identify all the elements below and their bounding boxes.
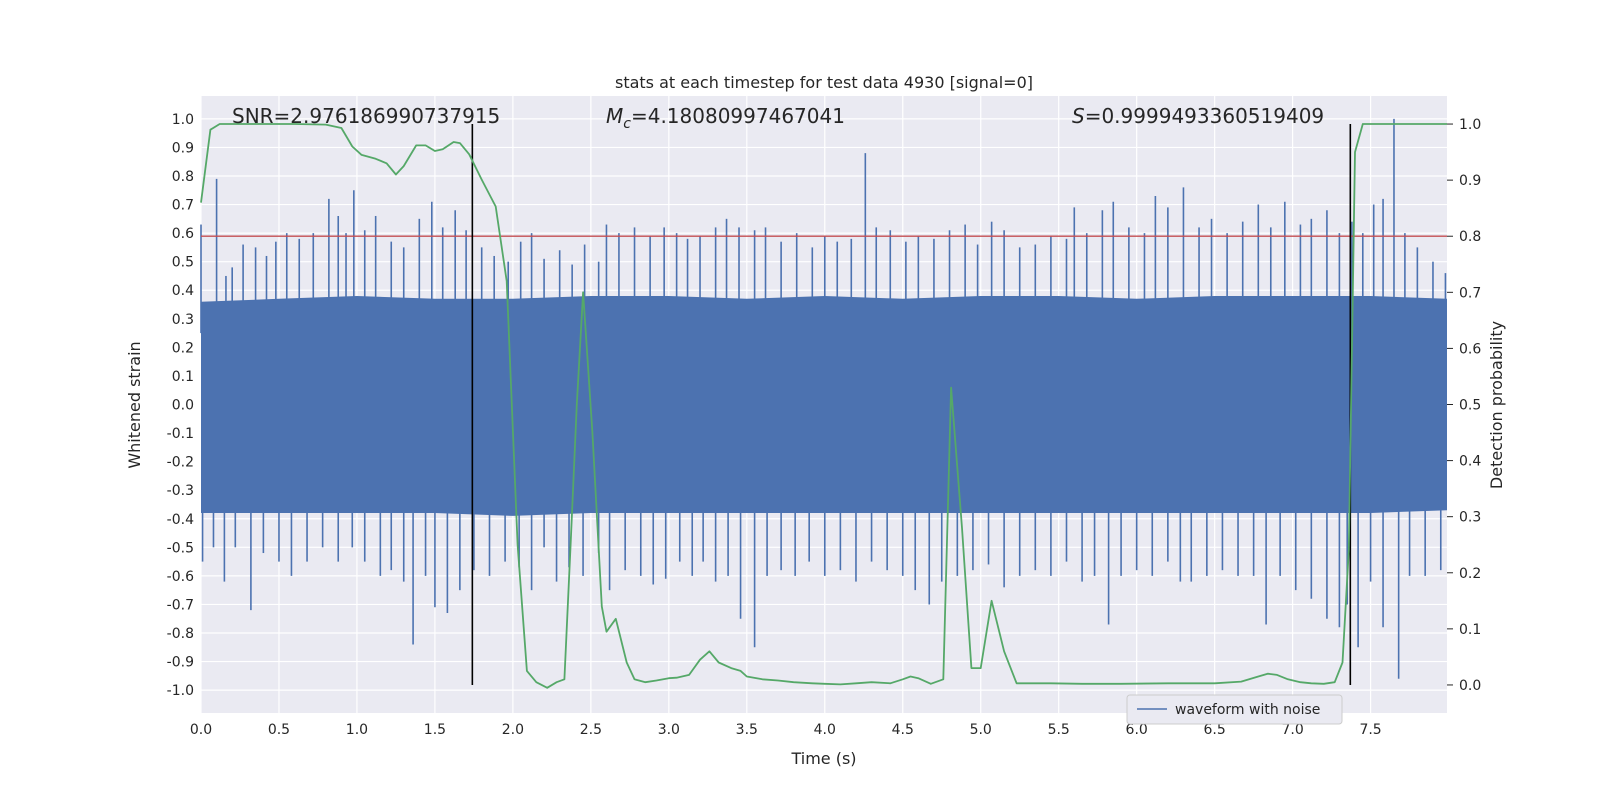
legend: waveform with noise: [1126, 694, 1343, 725]
y2-tick-label: 0.0: [1459, 678, 1481, 694]
x-tick-label: 6.5: [1204, 722, 1226, 738]
score-annotation: S=0.9999493360519409: [1072, 104, 1324, 128]
y2-tick-label: 0.1: [1459, 622, 1481, 638]
probability-curve: [200, 123, 1447, 689]
score-symbol: S: [1072, 104, 1085, 128]
x-tick-label: 1.5: [424, 722, 446, 738]
y2-tick-label: 0.7: [1459, 285, 1481, 301]
chirp-mass-symbol: M: [606, 104, 623, 128]
y-tick-label: -1.0: [167, 683, 194, 699]
waveform-band: [201, 296, 1447, 516]
x-tick-label: 2.5: [580, 722, 602, 738]
y2-tick-label: 1.0: [1459, 117, 1481, 133]
y-tick-label: -0.3: [167, 483, 194, 499]
x-tick-label: 0.0: [190, 722, 212, 738]
legend-box: [1126, 694, 1343, 725]
y-axis-ticks: 1.0 0.9 0.8 0.7 0.6 0.5 0.4 0.3 0.2 0.1 0.0 -0.1 -0.…: [167, 112, 194, 699]
y2-tick-label: 0.5: [1459, 398, 1481, 414]
x-tick-label: 4.5: [892, 722, 914, 738]
legend-label-waveform: waveform with noise: [1175, 702, 1320, 718]
y-tick-label: 0.9: [172, 140, 194, 156]
y-tick-label: -0.1: [167, 426, 194, 442]
x-tick-label: 2.0: [502, 722, 524, 738]
y-tick-label: 0.5: [172, 255, 194, 271]
x-tick-label: 6.0: [1126, 722, 1148, 738]
x-tick-label: 5.5: [1048, 722, 1070, 738]
x-axis-label: Time (s): [790, 749, 856, 768]
y2-tick-label: 0.8: [1459, 229, 1481, 245]
x-tick-label: 0.5: [268, 722, 290, 738]
y-tick-label: -0.6: [167, 569, 194, 585]
y-tick-label: -0.4: [167, 512, 194, 528]
x-tick-label: 3.5: [736, 722, 758, 738]
score-value: =0.9999493360519409: [1085, 104, 1324, 128]
x-tick-label: 1.0: [346, 722, 368, 738]
y2-axis-label: Detection probability: [1487, 321, 1506, 489]
y-tick-label: 0.2: [172, 340, 194, 356]
y-tick-label: 0.6: [172, 226, 194, 242]
x-tick-label: 7.0: [1281, 722, 1303, 738]
y-tick-label: -0.2: [167, 455, 194, 471]
waveform-with-noise-series: [200, 118, 1447, 679]
y2-tick-label: 0.9: [1459, 173, 1481, 189]
y-tick-label: -0.5: [167, 540, 194, 556]
x-tick-label: 4.0: [814, 722, 836, 738]
x-tick-label: 7.5: [1359, 722, 1381, 738]
y2-tick-label: 0.3: [1459, 510, 1481, 526]
snr-annotation: SNR=2.976186990737915: [232, 104, 500, 128]
detection-probability-series: [200, 123, 1447, 689]
x-tick-label: 3.0: [658, 722, 680, 738]
chirp-mass-annotation: Mc=4.18080997467041: [606, 104, 845, 132]
x-axis-ticks: 0.0 0.5 1.0 1.5 2.0 2.5 3.0 3.5 4.0 4.5 5.0 5.5 6.0 6…: [190, 722, 1382, 738]
y-tick-label: -0.9: [167, 655, 194, 671]
y-tick-label: 0.8: [172, 169, 194, 185]
x-tick-label: 5.0: [970, 722, 992, 738]
y-tick-label: 0.7: [172, 198, 194, 214]
y-tick-label: -0.7: [167, 597, 194, 613]
y-tick-label: 0.4: [172, 283, 194, 299]
y2-tick-label: 0.2: [1459, 566, 1481, 582]
chirp-mass-value: =4.18080997467041: [631, 104, 845, 128]
chart-title: stats at each timestep for test data 493…: [615, 73, 1033, 92]
y-tick-label: 0.1: [172, 369, 194, 385]
y2-axis-ticks: 0.0 0.1 0.2 0.3 0.4 0.5 0.6 0.7 0.8 0.9 1.0: [1447, 117, 1481, 694]
y-axis-label: Whitened strain: [125, 341, 144, 468]
y-tick-label: -0.8: [167, 626, 194, 642]
chirp-mass-subscript: c: [623, 116, 631, 132]
y2-tick-label: 0.4: [1459, 454, 1481, 470]
y-tick-label: 0.3: [172, 312, 194, 328]
y-tick-label: 1.0: [172, 112, 194, 128]
y-tick-label: 0.0: [172, 398, 194, 414]
y2-tick-label: 0.6: [1459, 341, 1481, 357]
